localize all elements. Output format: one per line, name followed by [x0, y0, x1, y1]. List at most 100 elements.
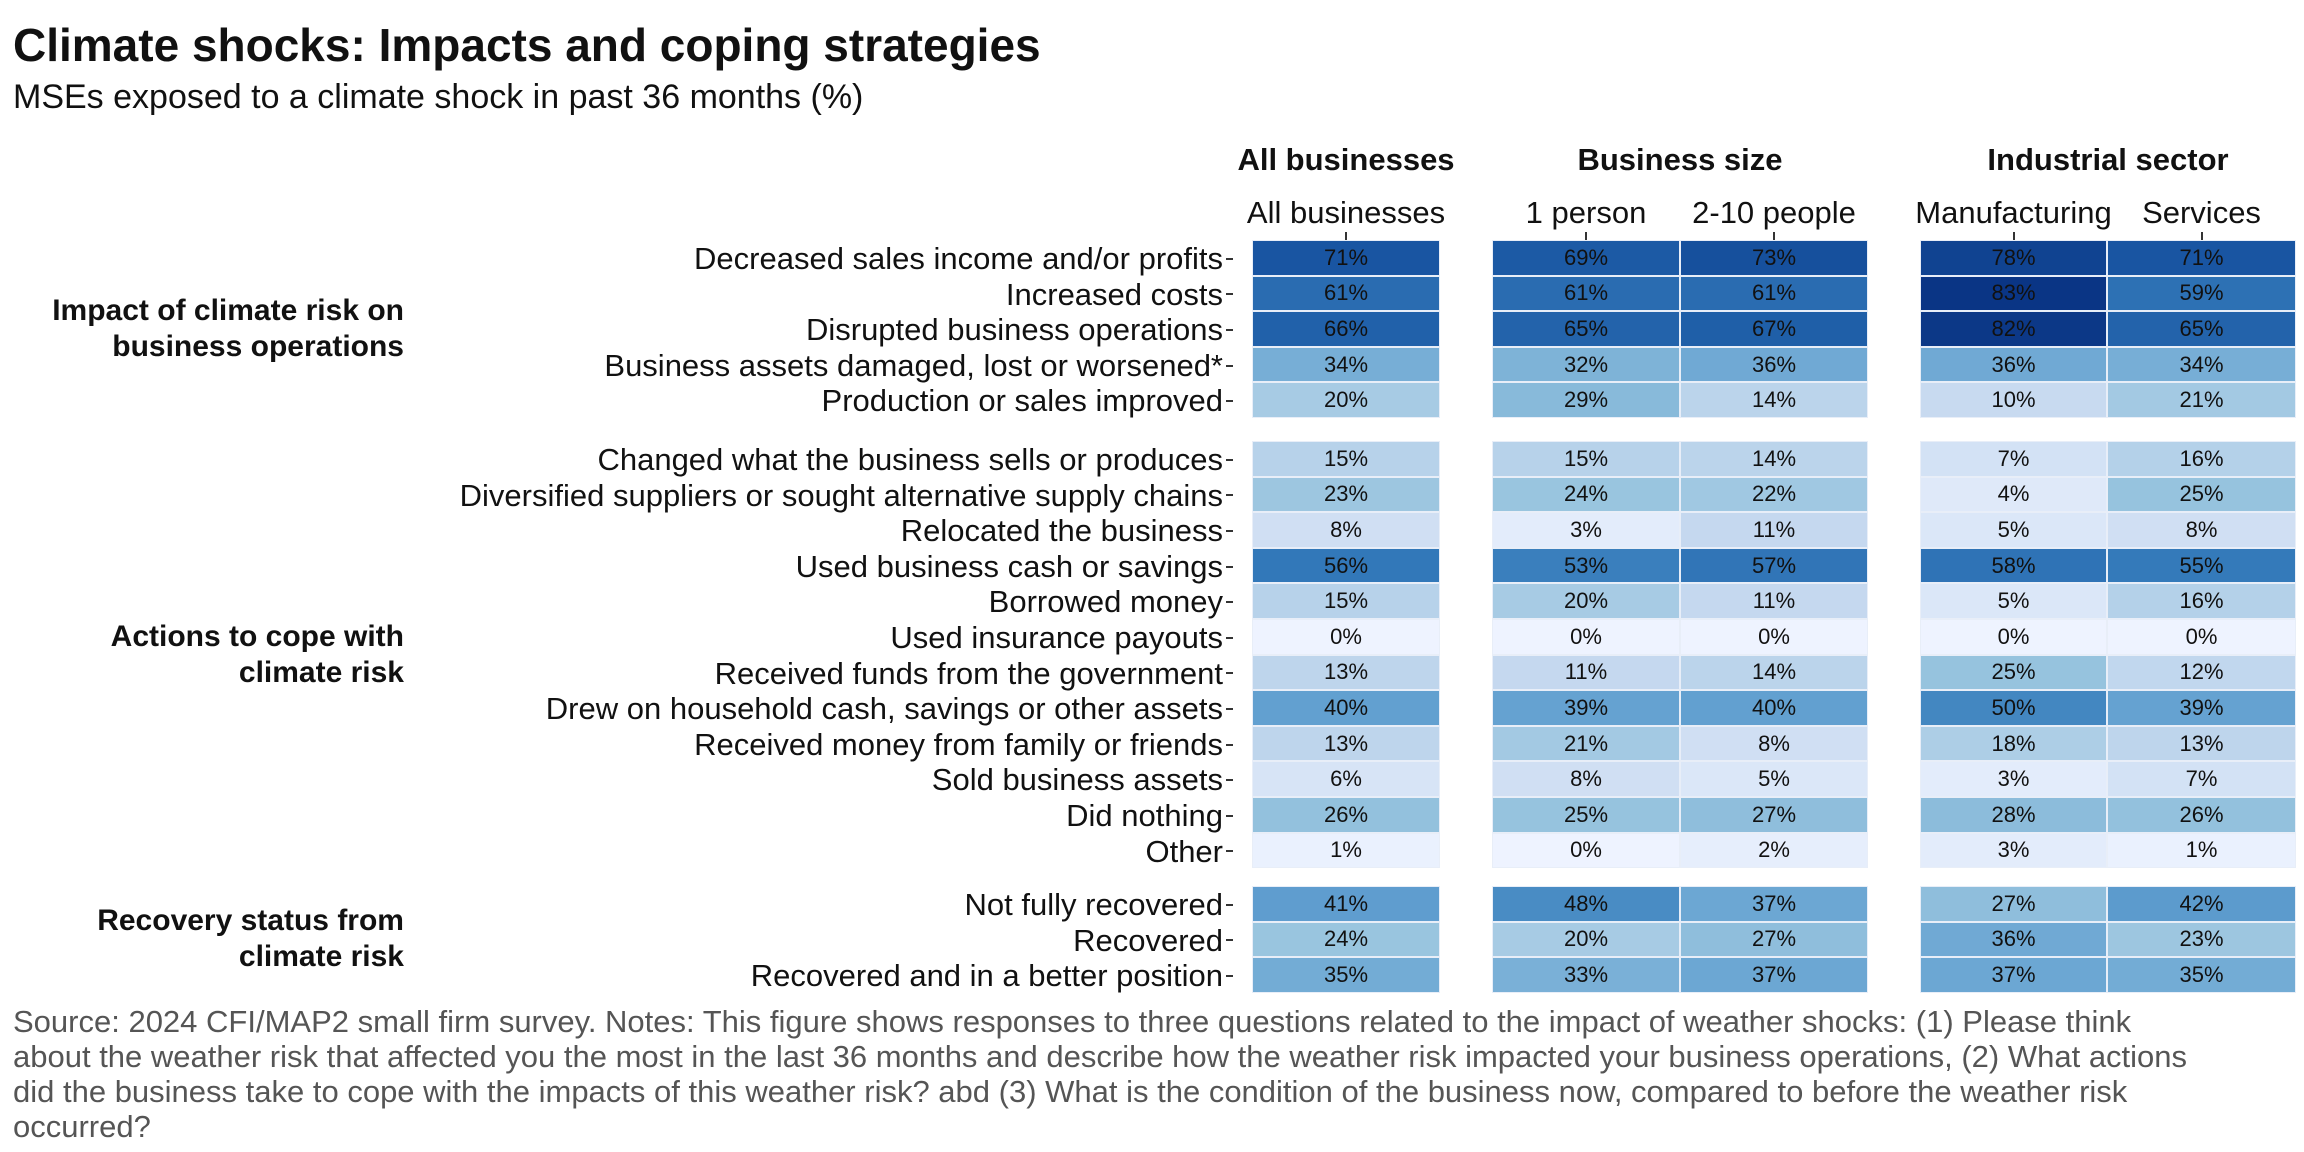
row-label: Not fully recovered [964, 887, 1223, 922]
heatmap-cell: 61% [1680, 275, 1868, 312]
heatmap-cell: 26% [2107, 797, 2296, 833]
heatmap-cell: 35% [1252, 957, 1440, 993]
heatmap-cell: 61% [1252, 275, 1440, 312]
row-label: Other [1145, 833, 1223, 869]
column-tick [1773, 232, 1775, 240]
heatmap-cell: 78% [1920, 240, 2107, 276]
row-tick [1226, 364, 1233, 367]
heatmap-cell: 3% [1492, 512, 1680, 548]
heatmap-cell: 3% [1920, 832, 2107, 869]
heatmap-cell: 37% [1680, 886, 1868, 922]
heatmap-cell: 8% [2107, 512, 2296, 548]
heatmap-cell: 67% [1680, 311, 1868, 347]
row-label: Decreased sales income and/or profits [694, 241, 1223, 276]
heatmap-cell: 8% [1492, 761, 1680, 797]
heatmap-cell: 13% [2107, 725, 2296, 762]
column-header: All businesses [1246, 195, 1446, 230]
chart-subtitle: MSEs exposed to a climate shock in past … [13, 78, 864, 116]
heatmap-cell: 58% [1920, 547, 2107, 584]
heatmap-cell: 5% [1680, 761, 1868, 797]
heatmap-cell: 5% [1920, 512, 2107, 548]
column-tick [2200, 232, 2203, 240]
row-label: Recovered [1073, 922, 1223, 958]
row-tick [1226, 939, 1233, 942]
heatmap-cell: 69% [1492, 240, 1680, 276]
heatmap-cell: 5% [1920, 583, 2107, 619]
row-group-label: Recovery status from climate risk [97, 904, 404, 974]
row-label: Did nothing [1066, 798, 1223, 833]
heatmap-cell: 39% [1492, 690, 1680, 726]
row-label: Production or sales improved [821, 383, 1223, 419]
heatmap-cell: 36% [1920, 921, 2107, 958]
heatmap-cell: 29% [1492, 382, 1680, 418]
heatmap-cell: 61% [1492, 275, 1680, 312]
source-note: Source: 2024 CFI/MAP2 small firm survey.… [13, 1004, 2188, 1144]
row-tick [1226, 458, 1233, 461]
heatmap-cell: 42% [2107, 886, 2296, 922]
heatmap-cell: 37% [1920, 957, 2107, 993]
heatmap-cell: 56% [1252, 547, 1440, 584]
row-label: Disrupted business operations [805, 312, 1223, 348]
heatmap-cell: 48% [1492, 886, 1680, 922]
column-header: 2-10 people [1692, 195, 1856, 230]
heatmap-cell: 3% [1920, 761, 2107, 797]
heatmap-cell: 55% [2107, 547, 2296, 584]
heatmap-cell: 28% [1920, 797, 2107, 833]
row-label: Business assets damaged, lost or worsene… [604, 347, 1223, 383]
heatmap-cell: 73% [1680, 240, 1868, 276]
heatmap-cell: 15% [1492, 441, 1680, 477]
row-label: Used business cash or savings [795, 548, 1223, 584]
heatmap-cell: 40% [1252, 690, 1440, 726]
chart-title: Climate shocks: Impacts and coping strat… [13, 19, 1041, 71]
row-tick [1226, 329, 1233, 331]
row-label: Sold business assets [931, 762, 1223, 798]
row-label: Used insurance payouts [890, 620, 1223, 655]
row-group-label: Actions to cope with climate risk [110, 619, 404, 689]
row-group-label: Impact of climate risk on business operat… [52, 294, 404, 363]
heatmap-cell: 11% [1680, 512, 1868, 548]
row-tick [1226, 903, 1233, 906]
heatmap-cell: 15% [1252, 583, 1440, 619]
column-tick [1345, 232, 1347, 240]
heatmap-cell: 33% [1492, 957, 1680, 993]
heatmap-cell: 1% [2107, 832, 2296, 869]
heatmap-cell: 16% [2107, 441, 2296, 477]
row-tick [1226, 257, 1233, 260]
column-tick [1585, 232, 1587, 240]
heatmap-cell: 0% [2107, 619, 2296, 655]
heatmap-cell: 21% [1492, 725, 1680, 762]
heatmap-cell: 36% [1680, 346, 1868, 383]
row-tick [1226, 779, 1233, 782]
row-tick [1226, 601, 1233, 604]
heatmap-cell: 11% [1492, 654, 1680, 691]
heatmap-cell: 10% [1920, 382, 2107, 418]
heatmap-cell: 12% [2107, 654, 2296, 691]
row-label: Received money from family or friends [694, 726, 1223, 762]
heatmap-cell: 0% [1252, 619, 1440, 655]
row-label: Relocated the business [900, 513, 1223, 549]
column-header: 1 person [1525, 195, 1647, 230]
heatmap-cell: 18% [1920, 725, 2107, 762]
heatmap-cell: 40% [1680, 690, 1868, 726]
heatmap-cell: 24% [1252, 921, 1440, 958]
heatmap-cell: 0% [1680, 619, 1868, 655]
heatmap-cell: 24% [1492, 476, 1680, 513]
row-label: Borrowed money [988, 584, 1223, 620]
heatmap-cell: 59% [2107, 275, 2296, 312]
heatmap-cell: 82% [1920, 311, 2107, 347]
row-label: Diversified suppliers or sought alternat… [459, 477, 1223, 513]
heatmap-cell: 65% [1492, 311, 1680, 347]
heatmap-cell: 65% [2107, 311, 2296, 347]
heatmap-cell: 7% [2107, 761, 2296, 797]
heatmap-cell: 57% [1680, 547, 1868, 584]
heatmap-cell: 27% [1680, 797, 1868, 833]
row-tick [1226, 814, 1233, 817]
row-tick [1226, 708, 1233, 710]
heatmap-cell: 39% [2107, 690, 2296, 726]
heatmap-cell: 7% [1920, 441, 2107, 477]
heatmap-cell: 15% [1252, 441, 1440, 477]
heatmap-cell: 41% [1252, 886, 1440, 922]
row-tick [1226, 672, 1233, 675]
column-header: Manufacturing [1915, 195, 2112, 230]
row-tick [1226, 530, 1233, 532]
